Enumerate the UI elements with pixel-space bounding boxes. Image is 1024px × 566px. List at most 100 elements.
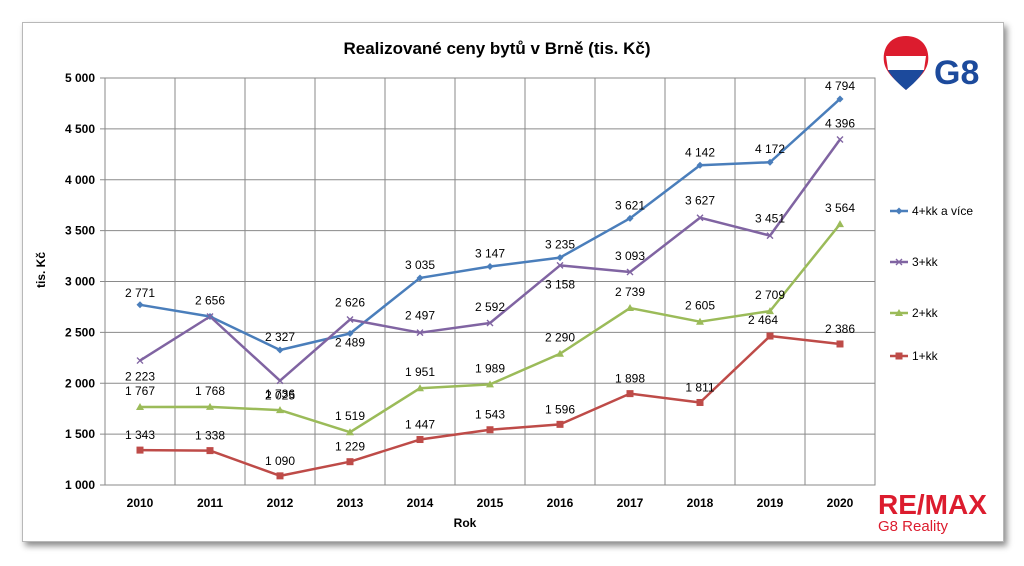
data-point	[276, 377, 284, 385]
data-label: 1 447	[405, 418, 435, 432]
data-label: 1 768	[195, 384, 225, 398]
data-label: 1 090	[265, 454, 295, 468]
data-label: 2 386	[825, 322, 855, 336]
data-label: 1 811	[685, 380, 714, 394]
x-tick-label: 2016	[547, 496, 574, 510]
data-label: 2 605	[685, 299, 715, 313]
data-label: 4 172	[755, 142, 785, 156]
data-point	[556, 349, 564, 357]
x-tick-label: 2017	[617, 496, 644, 510]
y-tick-label: 1 500	[65, 427, 95, 441]
data-point	[626, 304, 634, 312]
data-labels: 2 771 2 656 2 327 2 489 3 035 3 147 3 235 3 621…	[125, 79, 855, 468]
legend-label: 2+kk	[912, 306, 939, 320]
data-point	[346, 329, 354, 337]
data-point	[696, 161, 704, 169]
remax-text: RE/MAX	[878, 489, 987, 520]
data-point	[486, 380, 494, 388]
remax-wordmark: RE/MAX G8 Reality	[878, 489, 987, 535]
data-label: 2 739	[615, 285, 645, 299]
data-point	[486, 426, 494, 434]
chart-title: Realizované ceny bytů v Brně (tis. Kč)	[343, 39, 650, 58]
data-label: 1 338	[195, 429, 225, 443]
data-label: 4 142	[685, 145, 715, 159]
data-label: 1 343	[125, 428, 155, 442]
y-tick-label: 3 500	[65, 224, 95, 238]
data-point	[766, 307, 774, 315]
data-point	[416, 274, 424, 282]
balloon-text: RE/MAX	[894, 61, 917, 67]
data-point	[206, 402, 214, 410]
legend-marker	[895, 309, 903, 316]
x-tick-label: 2013	[337, 496, 364, 510]
data-point	[486, 263, 494, 271]
data-label: 1 229	[335, 440, 365, 454]
data-label: 2 656	[195, 294, 225, 308]
data-label: 1 951	[405, 365, 435, 379]
y-axis-label: tis. Kč	[34, 252, 48, 288]
data-label: 2 290	[545, 331, 575, 345]
y-tick-label: 2 500	[65, 325, 95, 339]
y-axis-ticks: 1 000 1 500 2 000 2 500 3 000 3 500 4 000 4 500…	[65, 71, 95, 492]
legend-label: 3+kk	[912, 255, 939, 269]
data-label: 2 489	[335, 335, 365, 349]
data-label: 2 592	[475, 300, 505, 314]
data-label: 3 147	[475, 247, 505, 261]
data-label: 2 327	[265, 330, 295, 344]
data-point	[836, 135, 844, 143]
remax-balloon-logo: RE/MAX G8	[883, 36, 979, 92]
data-point	[626, 268, 634, 276]
legend-marker	[895, 258, 903, 266]
x-tick-label: 2019	[757, 496, 784, 510]
data-point	[346, 428, 354, 436]
data-point	[696, 214, 704, 222]
y-tick-label: 5 000	[65, 71, 95, 85]
x-tick-label: 2011	[197, 496, 223, 510]
data-point	[696, 398, 704, 406]
data-label: 3 627	[685, 194, 715, 208]
data-point	[136, 357, 144, 365]
y-tick-label: 2 000	[65, 376, 95, 390]
data-label: 2 497	[405, 309, 435, 323]
data-point	[766, 158, 774, 166]
data-label: 2 771	[125, 286, 155, 300]
g8-logo-text: G8	[934, 54, 979, 92]
data-point	[556, 261, 564, 269]
y-tick-label: 4 000	[65, 173, 95, 187]
data-point	[626, 214, 634, 222]
data-label: 1 596	[545, 402, 575, 416]
data-label: 2 709	[755, 288, 785, 302]
x-tick-label: 2018	[687, 496, 714, 510]
data-label: 1 989	[475, 361, 505, 375]
legend: 4+kk a více 3+kk 2+kk 1+kk	[890, 204, 973, 363]
x-axis-ticks: 2010 2011 2012 2013 2014 2015 2016 2017 2018 2019…	[127, 496, 854, 510]
data-label: 3 564	[825, 201, 855, 215]
y-tick-label: 3 000	[65, 275, 95, 289]
data-point	[276, 406, 284, 414]
data-label: 4 396	[825, 116, 855, 130]
series-markers	[136, 95, 844, 480]
data-point	[346, 316, 354, 324]
data-label: 2 464	[748, 313, 778, 327]
data-point	[556, 254, 564, 262]
y-tick-label: 1 000	[65, 478, 95, 492]
data-point	[416, 436, 424, 444]
data-label: 1 543	[475, 408, 505, 422]
grid	[100, 77, 876, 486]
data-point	[136, 301, 144, 309]
data-point	[766, 332, 774, 340]
data-label: 3 093	[615, 249, 645, 263]
data-label: 3 451	[755, 212, 785, 226]
data-label: 2 025	[265, 389, 295, 403]
data-point	[836, 340, 844, 348]
data-point	[836, 95, 844, 103]
legend-label: 4+kk a více	[912, 204, 973, 218]
legend-marker	[895, 352, 903, 360]
data-label: 1 519	[335, 409, 365, 423]
data-point	[136, 446, 144, 454]
data-point	[696, 317, 704, 325]
x-tick-label: 2014	[407, 496, 434, 510]
data-point	[486, 319, 494, 327]
data-label: 1 767	[125, 384, 155, 398]
